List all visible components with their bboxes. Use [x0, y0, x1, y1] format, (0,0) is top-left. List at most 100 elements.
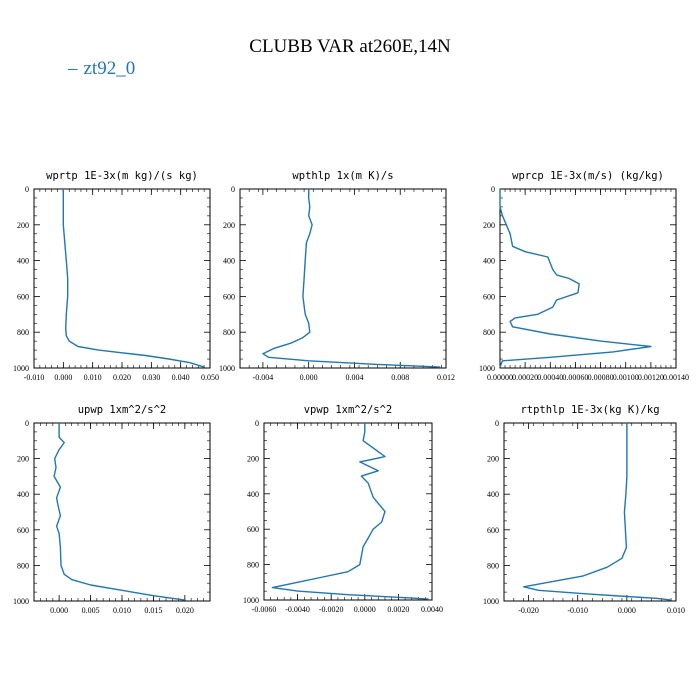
x-tick-label: -0.0060: [252, 605, 277, 614]
legend-label: zt92_0: [83, 58, 136, 79]
panel-6: rtpthlp 1E-3x(kg K)/kg 0 200 400 600 800 1000 -…: [483, 404, 685, 615]
x-tick-label: 0.020: [176, 606, 194, 615]
x-tick-label: 0.050: [201, 373, 219, 382]
y-tick-label: 600: [17, 526, 29, 535]
y-tick-label: 400: [483, 257, 495, 266]
y-tick-label: 200: [483, 221, 495, 230]
y-tick-label: 600: [487, 526, 499, 535]
x-tick-label: -0.010: [567, 606, 588, 615]
chart-title: CLUBB VAR at260E,14N: [249, 36, 451, 57]
x-tick-label: 0.012: [437, 373, 455, 382]
y-tick-label: 200: [247, 454, 259, 463]
y-tick-label: 0: [491, 185, 495, 194]
x-tick-label: 0.00120: [638, 373, 664, 382]
x-tick-label: 0.000: [618, 606, 636, 615]
series-line: [499, 189, 652, 368]
y-tick-label: 600: [223, 292, 235, 301]
y-tick-label: 800: [487, 561, 499, 570]
x-tick-label: 0.015: [144, 606, 162, 615]
y-tick-label: 800: [223, 328, 235, 337]
y-tick-label: 1000: [243, 596, 259, 605]
y-tick-label: 400: [223, 257, 235, 266]
x-tick-label: 0.00020: [512, 373, 538, 382]
x-tick-label: 0.00080: [588, 373, 614, 382]
series-line: [271, 423, 429, 600]
plot-frame: [499, 188, 677, 369]
x-tick-label: -0.0020: [319, 605, 344, 614]
x-tick-label: 0.00000: [487, 373, 513, 382]
panel-title: wprtp 1E-3x(m kg)/(s kg): [46, 170, 198, 182]
x-tick-label: 0.000: [50, 606, 68, 615]
x-tick-label: 0.040: [172, 373, 190, 382]
y-tick-label: 1000: [479, 364, 495, 373]
plot-frame: [263, 422, 433, 601]
panel-title: vpwp 1xm^2/s^2: [304, 404, 393, 416]
x-tick-label: 0.0040: [421, 605, 443, 614]
y-tick-label: 800: [17, 561, 29, 570]
y-tick-label: 400: [17, 490, 29, 499]
y-tick-label: 0: [495, 419, 499, 428]
y-tick-label: 400: [247, 490, 259, 499]
panel-5: vpwp 1xm^2/s^2 0 200 400 600 800 1000-0.0060 -0…: [243, 404, 443, 614]
x-tick-label: 0.008: [391, 373, 409, 382]
x-tick-label: -0.0040: [285, 605, 310, 614]
y-tick-label: 1000: [219, 364, 235, 373]
panel-title: wprcp 1E-3x(m/s) (kg/kg): [512, 170, 664, 182]
x-tick-label: 0.000: [54, 373, 72, 382]
plot-frame: [33, 188, 211, 369]
x-tick-label: 0.00060: [562, 373, 588, 382]
y-tick-label: 400: [487, 490, 499, 499]
x-tick-label: 0.030: [142, 373, 160, 382]
y-tick-label: 0: [255, 419, 259, 428]
y-tick-label: 1000: [13, 364, 29, 373]
panel-1: wprtp 1E-3x(m kg)/(s kg) 0 200 400 600 800 100…: [13, 170, 219, 382]
plot-frame: [33, 422, 211, 602]
series-line: [53, 423, 185, 601]
y-tick-label: 200: [487, 455, 499, 464]
series-line: [262, 189, 441, 368]
panel-2: wpthlp 1x(m K)/s 0 200 400 600 800 1000 -0.004 0…: [219, 170, 455, 382]
x-tick-label: 0.010: [667, 606, 685, 615]
x-tick-label: 0.00040: [537, 373, 563, 382]
y-tick-label: 0: [231, 185, 235, 194]
series-line: [523, 423, 672, 601]
y-tick-label: 800: [247, 561, 259, 570]
y-tick-label: 800: [483, 328, 495, 337]
x-tick-label: 0.00100: [613, 373, 639, 382]
y-tick-label: 0: [25, 185, 29, 194]
panel-title: upwp 1xm^2/s^2: [78, 404, 167, 416]
x-tick-label: -0.010: [24, 373, 45, 382]
x-tick-label: 0.004: [345, 373, 363, 382]
y-tick-label: 600: [483, 292, 495, 301]
series-line: [62, 189, 205, 368]
panel-title: rtpthlp 1E-3x(kg K)/kg: [520, 404, 659, 416]
panel-4: upwp 1xm^2/s^2 0 200 400 600 800 1000 0.000 0.00…: [13, 404, 211, 615]
x-tick-label: -0.020: [518, 606, 539, 615]
x-tick-label: -0.004: [253, 373, 274, 382]
y-tick-label: 200: [223, 221, 235, 230]
y-tick-label: 600: [17, 292, 29, 301]
legend-line-icon: –: [68, 58, 78, 79]
x-tick-label: 0.0020: [387, 605, 409, 614]
y-tick-label: 400: [17, 257, 29, 266]
panel-3: wprcp 1E-3x(m/s) (kg/kg) 0 200 400 600 800 100…: [479, 170, 689, 382]
x-tick-label: 0.010: [84, 373, 102, 382]
x-tick-label: 0.00140: [663, 373, 689, 382]
y-tick-label: 200: [17, 221, 29, 230]
plot-frame: [503, 422, 677, 602]
x-tick-label: 0.000: [300, 373, 318, 382]
x-tick-label: 0.010: [113, 606, 131, 615]
y-tick-label: 600: [247, 525, 259, 534]
y-tick-label: 1000: [483, 597, 499, 606]
x-tick-label: 0.020: [113, 373, 131, 382]
plot-frame: [239, 188, 447, 369]
y-tick-label: 800: [17, 328, 29, 337]
y-tick-label: 0: [25, 419, 29, 428]
y-tick-label: 200: [17, 455, 29, 464]
panel-title: wpthlp 1x(m K)/s: [292, 170, 393, 182]
y-tick-label: 1000: [13, 597, 29, 606]
legend: – zt92_0: [68, 58, 135, 80]
x-tick-label: 0.0000: [354, 605, 376, 614]
x-tick-label: 0.005: [82, 606, 100, 615]
